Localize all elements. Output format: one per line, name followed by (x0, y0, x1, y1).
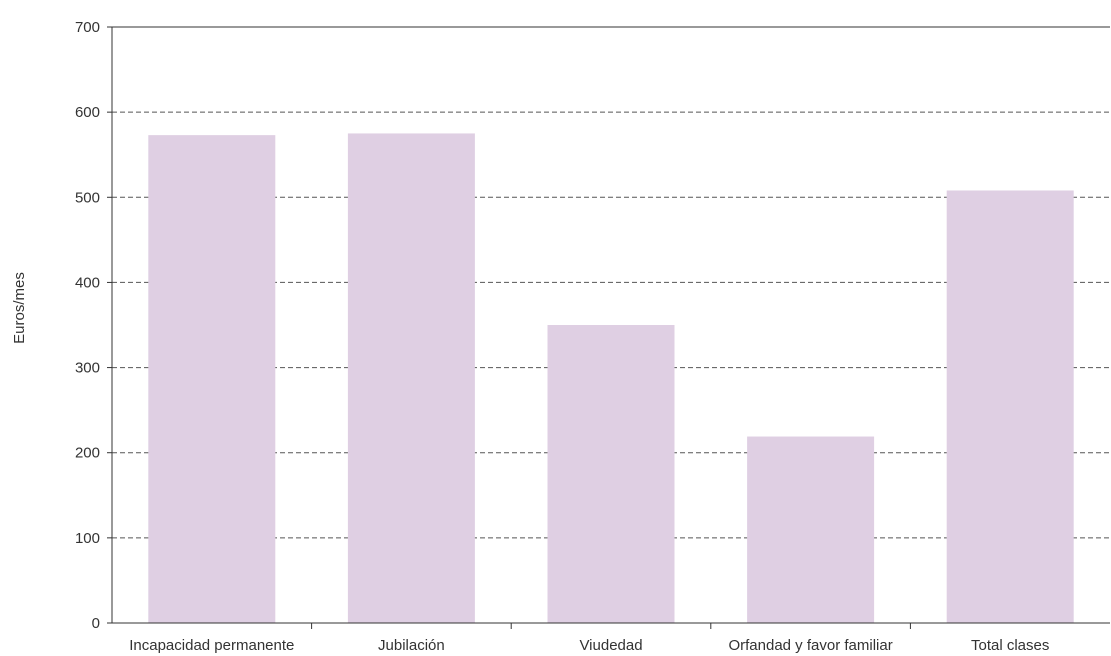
y-tick-label: 600 (75, 104, 100, 121)
bar (547, 325, 675, 623)
x-tick-label: Orfandad y favor familiar (728, 637, 892, 654)
y-tick-label: 300 (75, 360, 100, 377)
y-axis-label: Euros/mes (11, 272, 28, 344)
bar (946, 190, 1074, 623)
x-tick-label: Jubilación (378, 637, 445, 654)
y-tick-label: 500 (75, 189, 100, 206)
bar (148, 135, 276, 624)
y-tick-label: 400 (75, 274, 100, 291)
x-tick-label: Viudedad (579, 637, 642, 654)
y-tick-label: 200 (75, 445, 100, 462)
y-tick-labels: 0 100 200 300 400 500 600 700 (75, 19, 100, 632)
axes (107, 26, 1110, 629)
bars (148, 133, 1074, 624)
x-tick-labels: Incapacidad permanente Jubilación Viudedad… (129, 637, 1049, 654)
y-tick-label: 100 (75, 530, 100, 547)
y-tick-label: 700 (75, 19, 100, 36)
bar (747, 436, 875, 623)
y-tick-label: 0 (92, 615, 100, 632)
bar (347, 133, 475, 623)
x-tick-label: Incapacidad permanente (129, 637, 294, 654)
x-tick-label: Total clases (971, 637, 1049, 654)
